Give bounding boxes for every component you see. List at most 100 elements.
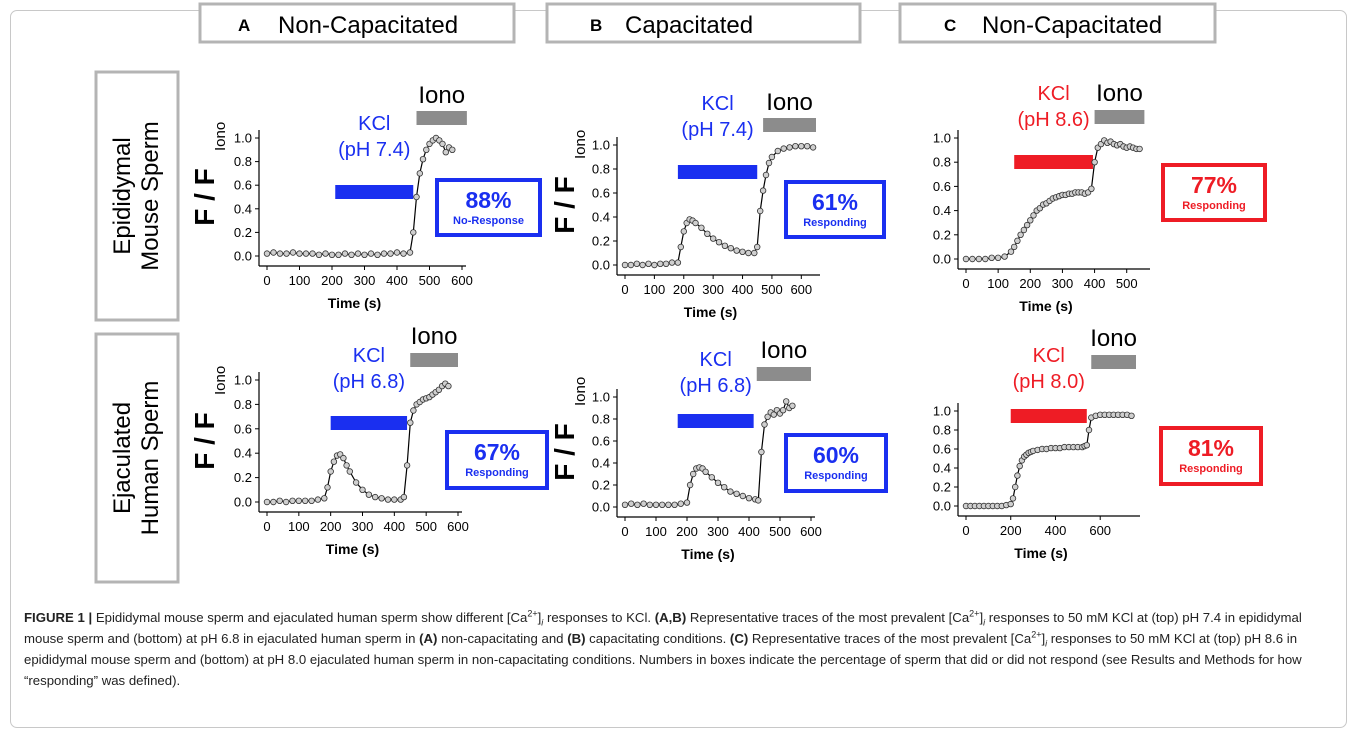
data-point xyxy=(764,413,771,420)
data-point xyxy=(1128,412,1135,419)
data-point xyxy=(378,495,385,502)
data-point xyxy=(704,230,711,237)
data-point xyxy=(1088,185,1095,192)
y-tick-label: 1.0 xyxy=(933,404,951,419)
data-point xyxy=(727,244,734,252)
y-tick-label: 0.4 xyxy=(592,456,610,471)
y-tick-label: 0.2 xyxy=(234,225,252,240)
data-point xyxy=(343,462,350,469)
data-point xyxy=(659,501,666,508)
iono-label: Iono xyxy=(1090,325,1137,352)
x-tick-label: 300 xyxy=(707,524,729,539)
data-point xyxy=(662,260,670,267)
data-point xyxy=(962,255,970,263)
percentage-text: Responding xyxy=(803,217,867,229)
data-point xyxy=(757,207,764,215)
x-tick-label: 500 xyxy=(419,273,441,288)
data-point xyxy=(1083,442,1090,449)
data-point xyxy=(786,144,793,151)
data-point xyxy=(270,249,277,256)
x-axis-label: Time (s) xyxy=(1019,298,1072,314)
data-point xyxy=(988,254,995,261)
x-tick-label: 0 xyxy=(962,276,969,291)
percentage-value: 88% xyxy=(465,187,511,213)
percentage-box xyxy=(784,433,888,493)
figure-caption: FIGURE 1 | Epididymal mouse sperm and ej… xyxy=(24,607,1332,691)
data-point xyxy=(783,398,790,405)
data-point xyxy=(759,187,767,194)
data-point xyxy=(270,498,277,506)
data-point xyxy=(263,250,271,257)
data-point xyxy=(289,249,297,256)
caption-ref: (C) xyxy=(729,631,749,646)
y-tick-label: 0.8 xyxy=(234,154,252,169)
y-tick-label: 0.8 xyxy=(933,423,951,438)
iono-bar xyxy=(410,353,458,367)
y-tick-label: 0.2 xyxy=(234,470,252,485)
caption-sup: 2+ xyxy=(969,608,980,619)
iono-bar xyxy=(1094,110,1145,124)
percentage-text: No-Response xyxy=(453,215,524,227)
data-point xyxy=(295,497,302,504)
chart-panel-a-top: 0.0 0.2 0.4 0.6 0.8 1.0 0 100 200 300 400 500 600 Tim… xyxy=(189,82,542,311)
iono-bar xyxy=(756,367,811,381)
iono-label: Iono xyxy=(418,82,465,109)
caption-ref: (A) xyxy=(419,631,438,646)
percentage-box xyxy=(1161,163,1267,222)
caption-ref: (A,B) xyxy=(654,610,687,625)
data-point xyxy=(671,501,678,508)
data-point xyxy=(1020,226,1028,234)
data-point xyxy=(380,250,388,257)
data-point xyxy=(315,251,323,258)
y-tick-label: 0.0 xyxy=(234,249,252,264)
data-point xyxy=(774,147,781,155)
data-point xyxy=(296,250,303,257)
data-point xyxy=(779,407,787,414)
data-point xyxy=(708,474,715,481)
data-point xyxy=(755,497,762,504)
data-point xyxy=(715,238,723,246)
x-tick-label: 100 xyxy=(987,276,1009,291)
row-label-human-line1: Ejaculated xyxy=(109,402,136,514)
x-tick-label: 100 xyxy=(645,524,667,539)
data-point xyxy=(1001,253,1008,260)
iono-label: Iono xyxy=(411,323,458,350)
kcl-ph-label: (pH 6.8) xyxy=(333,371,405,393)
y-tick-label: 0.6 xyxy=(592,434,610,449)
percentage-value: 67% xyxy=(474,439,520,465)
caption-text: ] xyxy=(537,610,542,625)
caption-sub: i xyxy=(983,617,986,628)
kcl-ph-label: (pH 8.6) xyxy=(1017,109,1089,131)
x-axis-label: Time (s) xyxy=(684,304,737,320)
y-tick-label: 1.0 xyxy=(592,138,610,153)
column-letter-A: A xyxy=(238,16,250,35)
data-point xyxy=(634,501,641,508)
data-point xyxy=(674,259,682,266)
data-point xyxy=(994,254,1002,261)
x-tick-label: 100 xyxy=(289,273,311,288)
kcl-bar xyxy=(677,165,758,179)
column-letter-C: C xyxy=(944,16,956,35)
data-point xyxy=(739,248,746,255)
figure-panels: A Non-Capacitated B Capacitated C Non-Ca… xyxy=(94,2,1267,584)
x-tick-label: 0 xyxy=(621,524,628,539)
iono-bar xyxy=(763,118,816,132)
y-tick-label: 0.0 xyxy=(234,495,252,510)
x-axis-label: Time (s) xyxy=(326,541,379,557)
data-point xyxy=(714,479,722,486)
caption-text: non-capacitating and xyxy=(437,631,568,646)
x-tick-label: 200 xyxy=(320,519,342,534)
data-point xyxy=(754,243,761,251)
data-point xyxy=(1009,495,1017,502)
y-tick-label: 0.6 xyxy=(234,421,252,436)
data-point xyxy=(400,493,408,501)
data-point xyxy=(686,481,694,489)
data-point xyxy=(321,495,328,502)
x-tick-label: 400 xyxy=(383,519,405,534)
y-tick-label: 0.4 xyxy=(933,461,951,476)
data-point xyxy=(413,193,420,201)
data-point xyxy=(627,261,635,269)
percentage-text: Responding xyxy=(1179,463,1243,475)
caption-text: Representative traces of the most preval… xyxy=(686,610,970,625)
y-tick-label: 0.8 xyxy=(592,412,610,427)
